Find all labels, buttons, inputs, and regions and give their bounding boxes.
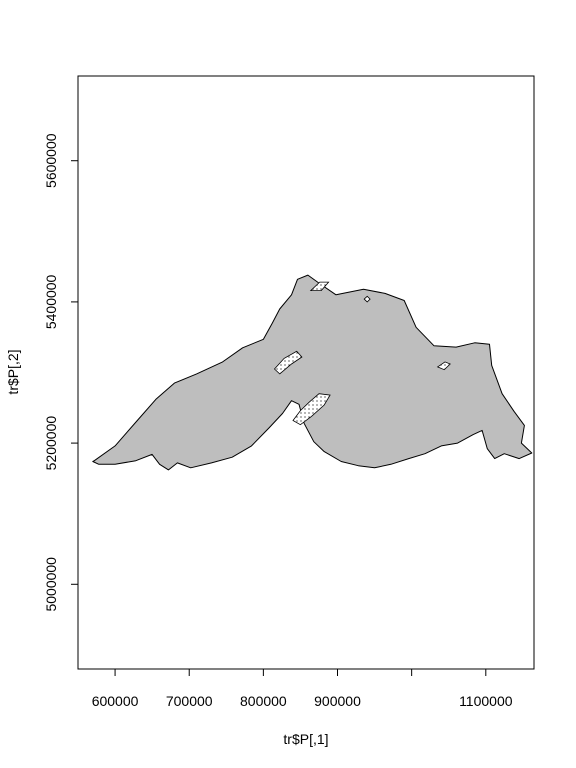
- x-tick-label: 700000: [166, 693, 213, 709]
- lake-polygon: [92, 274, 533, 471]
- island-3: [436, 361, 451, 371]
- island-5: [363, 295, 371, 303]
- x-axis: 600000 700000 800000 900000 1100000: [92, 668, 513, 709]
- island-2: [292, 393, 331, 426]
- y-tick-label: 5400000: [43, 274, 59, 329]
- x-tick-label: 800000: [240, 693, 287, 709]
- map-layer: [92, 274, 533, 471]
- y-tick-label: 5000000: [43, 557, 59, 612]
- y-tick-label: 5600000: [43, 133, 59, 188]
- x-tick-label: 600000: [92, 693, 139, 709]
- island-1: [273, 350, 303, 375]
- x-tick-label: 900000: [314, 693, 361, 709]
- y-axis: 5000000 5200000 5400000 5600000: [43, 133, 79, 612]
- y-tick-label: 5200000: [43, 416, 59, 471]
- x-axis-title: tr$P[,1]: [283, 731, 328, 747]
- x-tick-label: 1100000: [459, 693, 513, 709]
- y-axis-title: tr$P[,2]: [5, 349, 21, 394]
- island-4: [309, 281, 330, 292]
